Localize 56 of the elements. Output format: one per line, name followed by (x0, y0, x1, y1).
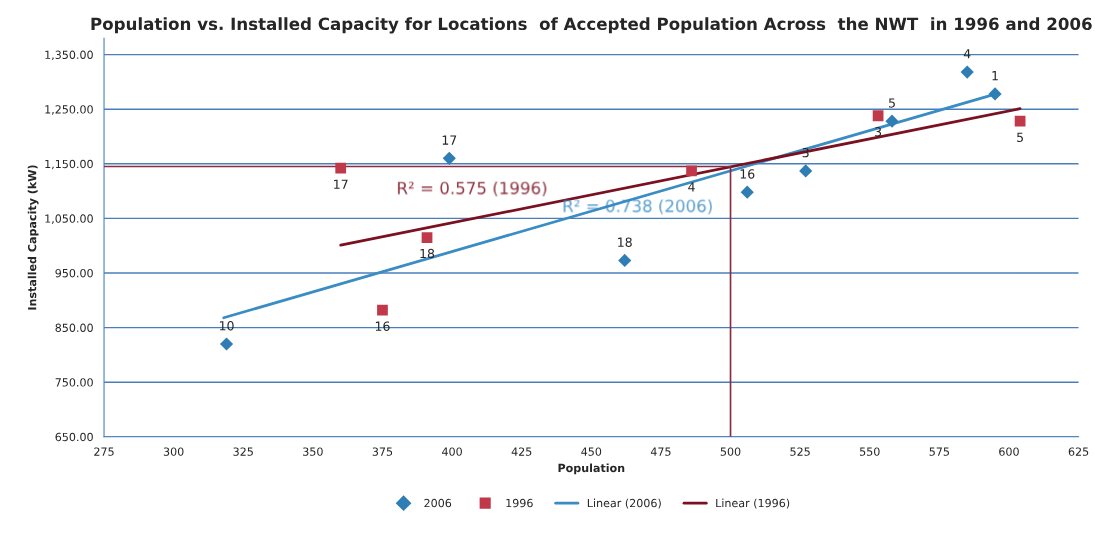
x-tick-label: 600 (999, 447, 1019, 456)
x-axis-title: Population (558, 463, 625, 475)
x-tick-label: 475 (650, 447, 671, 456)
y-tick-label: 650.00 (55, 432, 93, 442)
x-tick-label: 450 (581, 447, 602, 456)
point (421, 232, 433, 243)
point (960, 65, 974, 79)
x-tick-label: 425 (511, 447, 532, 456)
annotation: 4 (688, 182, 695, 192)
y-tick-label: 1,250.00 (45, 105, 93, 115)
point (686, 165, 697, 177)
annotation: 17 (334, 179, 348, 189)
point (442, 151, 456, 165)
legend-label: Linear (1996) (716, 498, 790, 509)
annotation: 5 (889, 98, 895, 108)
y-tick-label: 750.00 (55, 378, 93, 387)
legend-label: Linear (2006) (587, 498, 661, 509)
y-tick-label: 1,350.00 (45, 50, 93, 61)
x-tick-label: 275 (94, 447, 114, 456)
annotation: R² = 0.575 (1996) (398, 181, 547, 197)
point (377, 304, 388, 316)
point (618, 253, 632, 268)
annotation: 17 (442, 135, 457, 145)
annotation: 18 (420, 248, 435, 259)
annotation: 3 (875, 127, 882, 137)
x-tick-label: 325 (233, 447, 253, 456)
point (740, 185, 754, 199)
x-tick-label: 375 (372, 447, 393, 456)
y-tick-label: 850.00 (55, 323, 93, 332)
point (988, 87, 1002, 101)
point (219, 337, 234, 351)
chart-title: Population vs. Installed Capacity for Locations of Accepted Population Across the NWT in 1996 and 2006 (91, 17, 1092, 34)
x-tick-label: 350 (303, 447, 323, 456)
x-tick-label: 300 (163, 447, 184, 456)
x-tick-label: 550 (860, 447, 880, 456)
point (335, 162, 347, 174)
legend-label: 2006 (424, 498, 452, 508)
point (885, 114, 899, 128)
y-tick-label: 1,150.00 (45, 159, 93, 170)
y-tick-label: 1,050.00 (45, 214, 93, 224)
legend-label: 1996 (506, 498, 533, 508)
x-tick-label: 575 (929, 447, 949, 456)
y-tick-label: 950.00 (55, 268, 93, 278)
x-tick-label: 625 (1068, 447, 1089, 456)
x-tick-label: 525 (790, 447, 810, 456)
x-tick-label: 500 (720, 447, 741, 456)
point (872, 110, 884, 122)
y-axis-title: Installed Capacity (kW) (27, 165, 39, 310)
annotation: 3 (802, 147, 809, 158)
annotation: 18 (618, 237, 632, 247)
annotation: 16 (740, 169, 755, 179)
point (799, 164, 813, 178)
point (1014, 115, 1026, 127)
annotation: 5 (1017, 132, 1023, 142)
x-tick-label: 400 (442, 447, 462, 456)
annotation: 1 (992, 71, 998, 81)
